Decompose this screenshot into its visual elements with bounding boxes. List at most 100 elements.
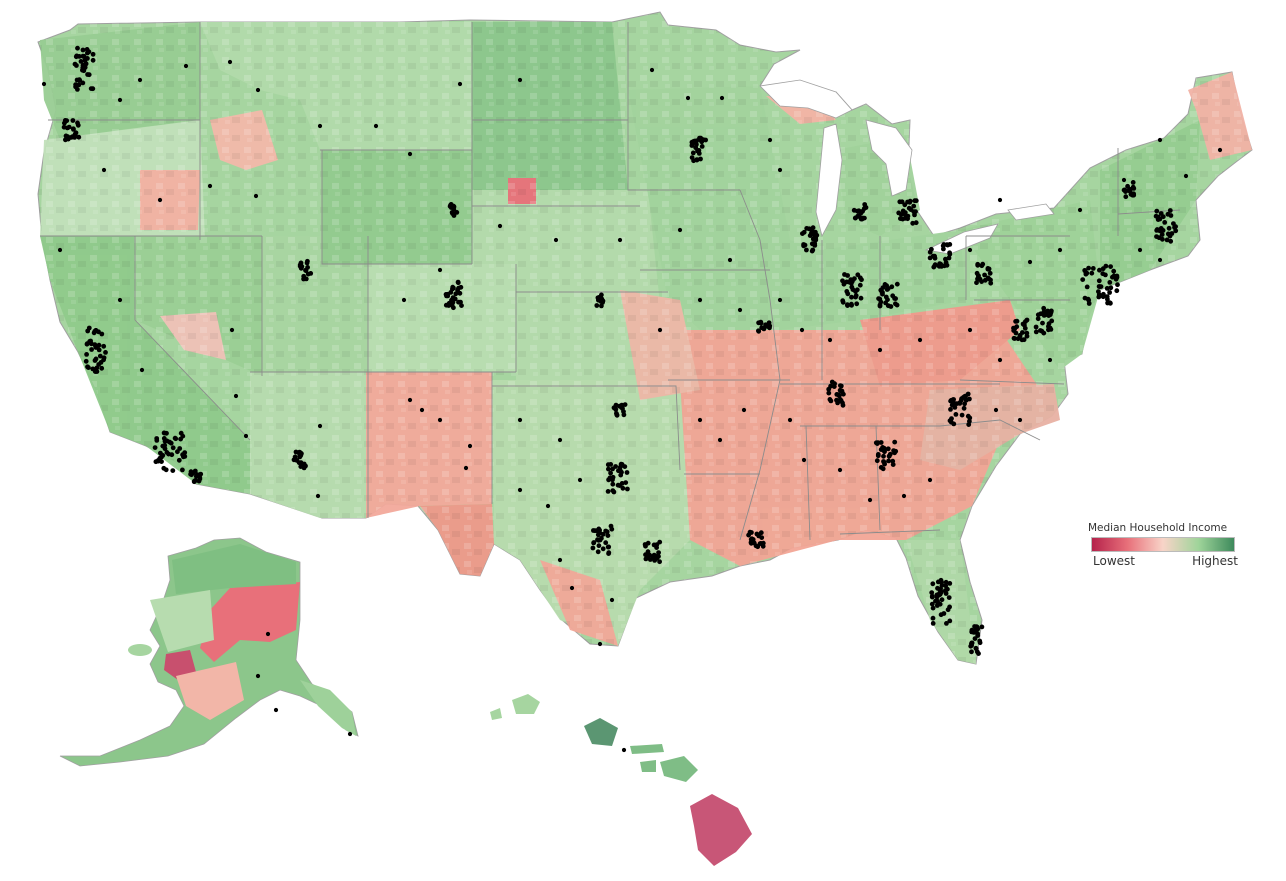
city-point (178, 430, 184, 436)
city-point (227, 59, 233, 65)
city-point (967, 327, 973, 333)
city-point (1167, 208, 1173, 213)
city-point (826, 390, 832, 396)
city-point (90, 51, 96, 57)
city-point (1173, 224, 1178, 230)
city-point (65, 134, 71, 140)
city-point (799, 327, 805, 333)
city-points (41, 45, 1223, 753)
city-point (1082, 295, 1088, 301)
city-point (930, 605, 936, 611)
city-point (982, 272, 987, 278)
city-point (84, 341, 90, 347)
city-point (741, 407, 747, 413)
city-point (103, 350, 108, 355)
city-point (801, 243, 806, 249)
city-point (943, 256, 948, 262)
city-point (455, 280, 461, 286)
city-point (1084, 284, 1090, 290)
city-point (885, 446, 891, 452)
city-point (953, 412, 959, 417)
city-point (890, 462, 896, 467)
city-point (997, 357, 1003, 363)
city-point (1121, 187, 1127, 193)
city-point (975, 631, 980, 637)
city-point (1027, 259, 1033, 265)
city-point (1165, 211, 1171, 217)
city-point (78, 59, 84, 64)
city-point (967, 418, 972, 424)
city-point (229, 327, 235, 333)
city-point (317, 123, 323, 129)
city-point (886, 453, 892, 459)
city-point (878, 465, 884, 470)
city-point (1047, 357, 1053, 363)
city-point (891, 448, 896, 453)
city-point (315, 493, 321, 499)
city-point (1100, 271, 1106, 277)
city-point (591, 540, 596, 546)
city-point (945, 586, 950, 592)
city-point (1115, 282, 1120, 288)
city-point (1084, 270, 1090, 276)
city-point (965, 413, 971, 419)
city-point (901, 493, 907, 499)
city-point (595, 295, 601, 301)
city-point (886, 458, 891, 464)
city-point (657, 327, 663, 333)
city-point (647, 557, 653, 562)
city-point (1103, 263, 1109, 269)
city-point (453, 291, 459, 297)
city-point (243, 433, 249, 439)
city-point (1019, 337, 1025, 343)
city-point (857, 282, 863, 288)
city-point (463, 465, 469, 471)
city-point (545, 503, 551, 509)
city-point (717, 437, 723, 443)
city-point (972, 636, 978, 641)
city-point (767, 137, 773, 143)
hawaii-maui (660, 756, 698, 782)
city-point (685, 95, 691, 101)
city-point (850, 278, 855, 284)
alaska-west-maroon (164, 650, 196, 680)
city-point (969, 643, 974, 648)
city-point (880, 445, 885, 450)
city-point (569, 585, 575, 591)
city-point (76, 82, 82, 88)
city-point (609, 597, 615, 603)
city-point (1086, 265, 1091, 271)
city-point (303, 267, 308, 273)
city-point (930, 615, 936, 621)
city-point (917, 337, 923, 343)
city-point (854, 301, 860, 307)
city-point (906, 205, 912, 211)
city-point (836, 392, 841, 398)
city-point (948, 398, 953, 404)
city-point (1108, 285, 1114, 291)
city-point (881, 453, 886, 459)
city-point (1157, 137, 1163, 143)
city-point (947, 604, 952, 610)
city-point (255, 673, 261, 679)
city-point (932, 255, 938, 261)
city-point (758, 530, 764, 536)
city-point (101, 357, 106, 363)
city-point (308, 271, 314, 276)
city-point (699, 144, 705, 149)
city-point (517, 77, 523, 83)
city-point (1047, 312, 1053, 318)
city-point (946, 595, 952, 600)
hawaii-kauai (512, 694, 540, 714)
city-point (1153, 213, 1159, 219)
lake-ontario (1007, 203, 1055, 221)
city-point (656, 550, 661, 555)
city-point (1123, 194, 1129, 200)
city-point (957, 401, 963, 406)
city-point (1108, 264, 1113, 269)
city-point (606, 544, 612, 550)
city-point (938, 577, 944, 583)
city-point (986, 266, 992, 272)
city-point (93, 356, 99, 362)
city-point (596, 526, 602, 532)
